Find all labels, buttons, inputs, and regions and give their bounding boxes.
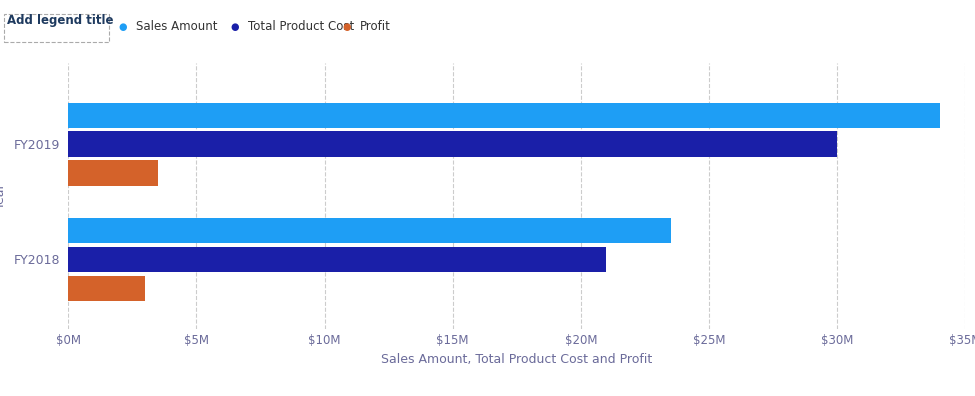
Bar bbox=[68, 103, 940, 128]
Text: Sales Amount: Sales Amount bbox=[136, 20, 217, 33]
Text: ●: ● bbox=[342, 21, 351, 32]
Text: Total Product Cost: Total Product Cost bbox=[248, 20, 354, 33]
Bar bbox=[68, 160, 158, 186]
Text: Add legend title: Add legend title bbox=[7, 14, 113, 27]
Bar bbox=[68, 276, 145, 301]
X-axis label: Sales Amount, Total Product Cost and Profit: Sales Amount, Total Product Cost and Pro… bbox=[381, 353, 652, 366]
Y-axis label: Year: Year bbox=[0, 183, 7, 209]
Bar bbox=[68, 247, 606, 272]
Text: ●: ● bbox=[230, 21, 239, 32]
Bar bbox=[68, 131, 838, 157]
Text: ●: ● bbox=[118, 21, 127, 32]
Text: Profit: Profit bbox=[360, 20, 391, 33]
Bar bbox=[68, 218, 671, 243]
